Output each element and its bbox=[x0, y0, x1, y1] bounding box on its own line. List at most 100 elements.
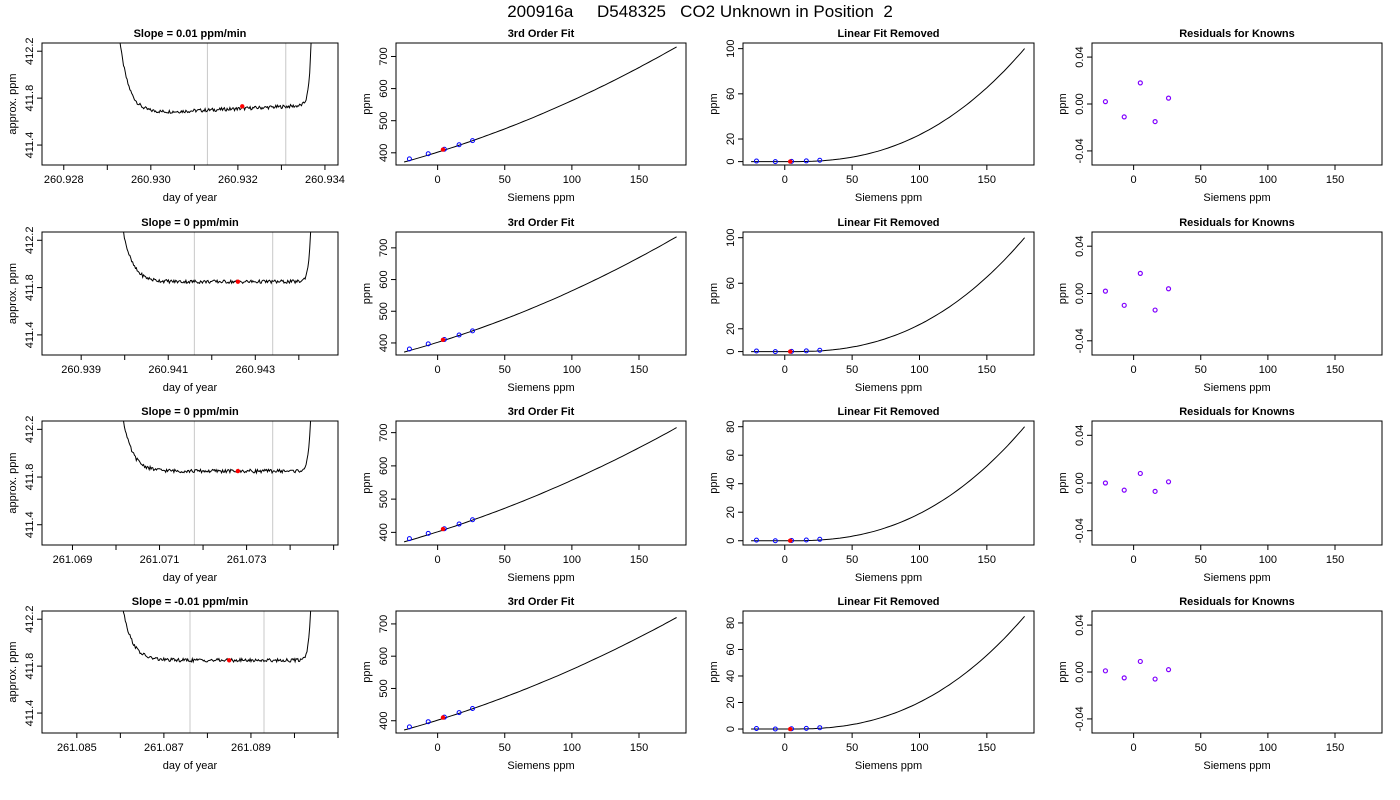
fit-curve bbox=[751, 237, 1025, 353]
residual-point bbox=[1121, 675, 1127, 681]
x-tick-label: 261.071 bbox=[140, 554, 180, 566]
panel-r2-c3: Residuals for Knowns Siemens ppm ppm 0 50 100… bbox=[1057, 406, 1383, 584]
plot-area bbox=[403, 617, 677, 731]
known-point bbox=[817, 347, 823, 353]
y-tick-label: 412.2 bbox=[24, 227, 36, 255]
residual-point bbox=[1102, 288, 1109, 294]
x-tick-label: 150 bbox=[1326, 364, 1344, 376]
panel-title: Linear Fit Removed bbox=[837, 596, 939, 608]
panel-title: Slope = 0 ppm/min bbox=[141, 406, 239, 418]
known-point bbox=[817, 725, 823, 731]
x-tick-label: 0 bbox=[435, 554, 441, 566]
x-tick-label: 50 bbox=[846, 364, 858, 376]
y-tick-label: 700 bbox=[378, 239, 390, 257]
x-tick-label: 150 bbox=[978, 742, 996, 754]
plot-area bbox=[1102, 270, 1172, 313]
x-axis-label: Siemens ppm bbox=[507, 382, 574, 394]
residual-point bbox=[1152, 488, 1158, 494]
plot-frame bbox=[1091, 610, 1383, 734]
x-tick-label: 150 bbox=[630, 742, 648, 754]
x-axis-label: Siemens ppm bbox=[507, 572, 574, 584]
unknown-point bbox=[787, 349, 793, 354]
panel-r2-c1: 3rd Order Fit Siemens ppm ppm 0 50 100 150 400 5… bbox=[361, 406, 687, 584]
fit-curve bbox=[403, 617, 677, 731]
x-tick-label: 100 bbox=[1259, 364, 1277, 376]
y-tick-label: 0.04 bbox=[1074, 614, 1086, 635]
highlight-point bbox=[240, 104, 245, 109]
plot-frame bbox=[395, 231, 687, 356]
y-tick-label: 700 bbox=[378, 615, 390, 633]
residual-point bbox=[1121, 487, 1127, 493]
x-tick-label: 150 bbox=[978, 364, 996, 376]
y-axis-label: ppm bbox=[708, 472, 720, 493]
y-axis-label: ppm bbox=[361, 93, 373, 114]
residual-point bbox=[1152, 307, 1158, 313]
y-tick-label: 400 bbox=[378, 523, 390, 541]
x-tick-label: 50 bbox=[499, 554, 511, 566]
residual-point bbox=[1152, 676, 1158, 682]
panel-title: Residuals for Knowns bbox=[1179, 28, 1295, 40]
x-axis-label: Siemens ppm bbox=[1203, 572, 1270, 584]
fit-curve bbox=[403, 236, 677, 353]
panel-r2-c2: Linear Fit Removed Siemens ppm ppm 0 50 100 15… bbox=[708, 406, 1035, 584]
panel-title: Linear Fit Removed bbox=[837, 217, 939, 229]
y-tick-label: 400 bbox=[378, 144, 390, 162]
highlight-point bbox=[235, 468, 241, 474]
y-tick-label: -0.04 bbox=[1074, 706, 1086, 731]
panel-title: Linear Fit Removed bbox=[837, 28, 939, 40]
panel-r3-c1: 3rd Order Fit Siemens ppm ppm 0 50 100 150 400 5… bbox=[361, 596, 687, 772]
concentration-trace bbox=[123, 232, 312, 285]
residual-point bbox=[1137, 658, 1143, 665]
unknown-point bbox=[787, 159, 793, 164]
y-tick-label: 500 bbox=[378, 112, 390, 130]
x-tick-label: 150 bbox=[630, 174, 648, 186]
x-tick-label: 100 bbox=[910, 174, 928, 186]
x-tick-label: 100 bbox=[563, 174, 581, 186]
known-point bbox=[470, 705, 476, 711]
y-axis-label: approx. ppm bbox=[7, 263, 19, 324]
known-point bbox=[803, 348, 809, 354]
concentration-trace bbox=[123, 421, 312, 475]
panel-title: Residuals for Knowns bbox=[1179, 596, 1295, 608]
y-axis-label: ppm bbox=[1057, 283, 1069, 304]
x-tick-label: 150 bbox=[630, 554, 648, 566]
plot-frame bbox=[41, 610, 339, 734]
known-point bbox=[425, 719, 431, 725]
x-tick-label: 50 bbox=[1195, 554, 1207, 566]
x-tick-label: 150 bbox=[630, 364, 648, 376]
unknown-point bbox=[440, 337, 446, 342]
y-tick-label: 40 bbox=[725, 670, 737, 682]
x-tick-label: 260.928 bbox=[44, 174, 84, 186]
panel-r2-c0: Slope = 0 ppm/min day of year approx. ppm 2… bbox=[7, 406, 339, 584]
plot-area bbox=[403, 236, 677, 353]
x-tick-label: 0 bbox=[1131, 364, 1137, 376]
y-tick-label: 600 bbox=[378, 79, 390, 97]
x-tick-label: 0 bbox=[782, 742, 788, 754]
y-tick-label: 0.04 bbox=[1074, 46, 1086, 67]
y-tick-label: 500 bbox=[378, 679, 390, 697]
plot-area bbox=[123, 232, 312, 355]
concentration-trace bbox=[119, 43, 312, 114]
x-tick-label: 50 bbox=[846, 554, 858, 566]
x-tick-label: 260.932 bbox=[218, 174, 258, 186]
y-tick-label: 20 bbox=[725, 506, 737, 518]
y-axis-label: ppm bbox=[708, 661, 720, 682]
x-tick-label: 260.943 bbox=[235, 364, 275, 376]
plot-frame bbox=[1091, 42, 1383, 166]
unknown-point bbox=[440, 526, 446, 532]
y-tick-label: 100 bbox=[725, 39, 737, 57]
known-point bbox=[406, 536, 412, 542]
x-axis-label: Siemens ppm bbox=[855, 382, 922, 394]
residual-point bbox=[1102, 99, 1109, 105]
x-tick-label: 100 bbox=[910, 742, 928, 754]
figure-title: 200916a D548325 CO2 Unknown in Position … bbox=[507, 2, 893, 21]
plot-frame bbox=[395, 610, 687, 734]
unknown-point bbox=[440, 147, 446, 152]
x-tick-label: 100 bbox=[563, 364, 581, 376]
y-tick-label: 100 bbox=[725, 229, 737, 247]
x-tick-label: 260.934 bbox=[305, 174, 345, 186]
x-tick-label: 100 bbox=[1259, 554, 1277, 566]
panel-r3-c0: Slope = -0.01 ppm/min day of year approx. … bbox=[7, 596, 339, 772]
y-axis-label: ppm bbox=[1057, 93, 1069, 114]
